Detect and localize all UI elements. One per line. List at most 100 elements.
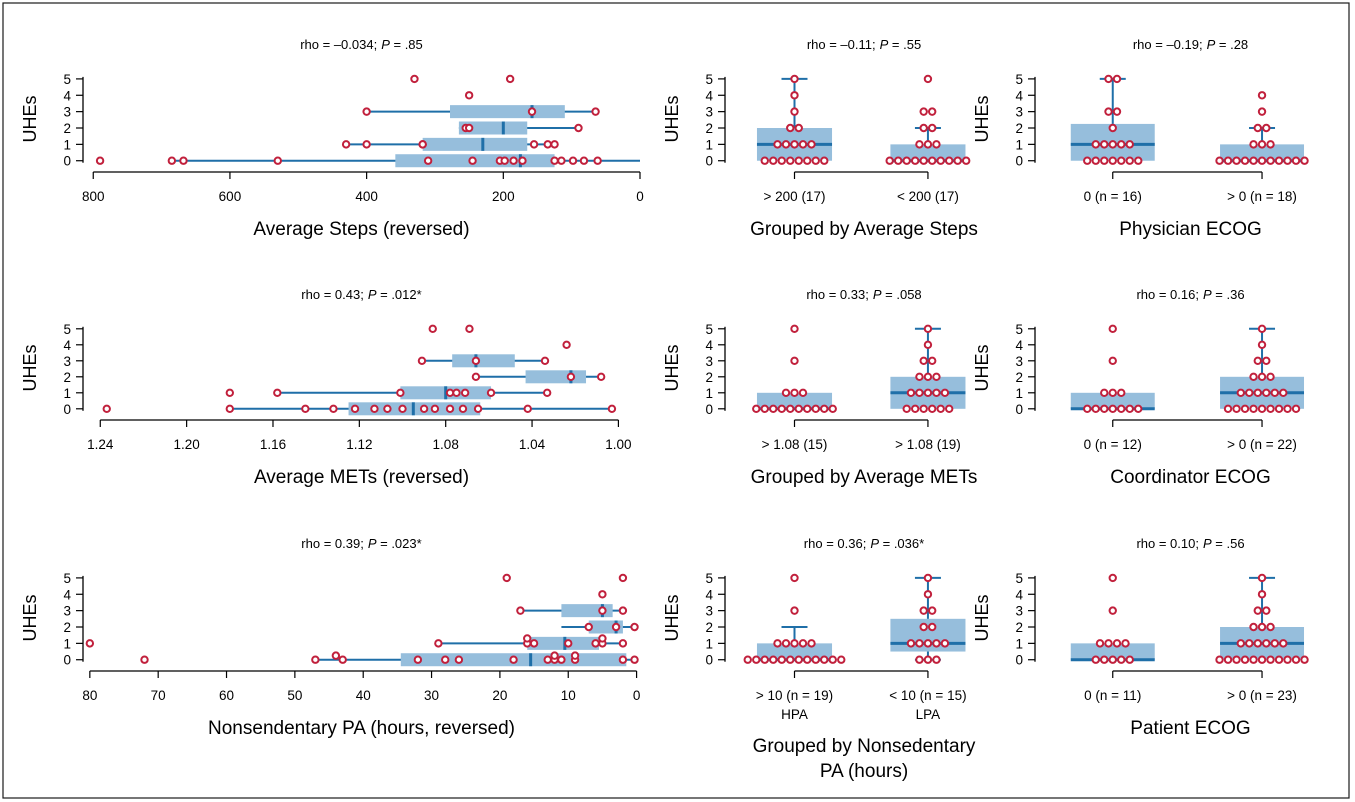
data-point [529,140,539,149]
data-point [1279,639,1288,648]
data-point [95,156,105,165]
data-point [383,404,392,413]
data-point [1240,655,1250,664]
data-point [301,404,310,413]
x-tick-label: 1.16 [260,437,286,452]
data-point [102,404,111,413]
data-point [465,324,474,333]
data-point [915,655,924,664]
data-point [786,156,795,165]
data-point [915,639,924,648]
box [525,370,587,384]
data-point [1117,388,1126,397]
data-point [1249,404,1258,413]
data-point [923,639,933,648]
y-tick-label: 5 [63,322,71,337]
data-point [1108,573,1117,583]
y-tick-label: 5 [705,322,713,337]
data-point [786,655,795,664]
x-axis-label: Coordinator ECOG [1110,467,1271,488]
data-point [752,655,761,664]
data-point [418,140,427,149]
data-point [441,655,450,664]
data-point [1262,606,1271,615]
data-point [1253,388,1262,397]
data-point [1215,156,1224,165]
data-point [1257,340,1267,349]
data-point [1266,140,1275,149]
data-point [1257,324,1267,333]
y-tick-label: 1 [705,137,713,152]
x-tick-sublabel: LPA [916,707,941,722]
data-point [550,140,559,149]
data-point [927,622,937,632]
data-point [1262,639,1271,648]
data-point [1291,404,1301,413]
data-point [790,74,799,84]
y-tick-label: 5 [705,571,713,586]
data-point [953,156,962,165]
data-point [1108,388,1117,397]
data-point [893,156,903,165]
data-point [1236,388,1245,397]
data-point [1257,655,1267,664]
x-tick-label: 1.00 [605,437,631,452]
x-axis-label: Physician ECOG [1119,219,1262,240]
y-tick-label: 0 [1015,653,1023,668]
x-tick-label: 1.08 [433,437,459,452]
x-axis-label: Average METs (reversed) [254,467,469,488]
data-point [562,340,571,349]
data-point [591,107,600,116]
data-point [790,107,799,116]
x-tick-label: > 0 (n = 18) [1227,189,1297,204]
box [527,636,599,650]
data-point [598,606,607,615]
data-point [1279,388,1288,397]
data-point [1249,372,1258,381]
x-tick-label: < 10 (n = 15) [889,688,966,703]
box [1220,144,1305,161]
data-point [811,156,820,165]
data-point [828,404,837,413]
data-point [820,404,829,413]
data-point [940,639,950,648]
data-point [1091,404,1100,413]
y-tick-label: 5 [705,72,713,87]
data-point [1100,156,1109,165]
x-tick-label: 40 [356,688,371,703]
data-point [1236,639,1245,648]
x-tick-label: 60 [219,688,234,703]
data-point [1249,655,1258,664]
data-point [1266,655,1275,664]
data-point [509,655,518,664]
data-point [1249,140,1258,149]
data-point [944,404,954,413]
y-tick-label: 2 [1015,370,1023,385]
data-point [1291,655,1301,664]
y-tick-label: 0 [63,653,71,668]
data-point [1283,404,1292,413]
y-tick-label: 1 [63,137,71,152]
data-point [790,91,799,100]
y-axis-label: UHEs [662,95,682,142]
data-point [915,140,924,149]
box [756,392,833,409]
y-tick-label: 2 [63,620,71,635]
data-point [630,655,639,664]
data-point [430,404,440,413]
data-point [1240,156,1250,165]
data-point [396,388,405,397]
data-point [434,639,443,648]
data-point [1249,622,1258,632]
data-point [906,639,916,648]
data-point [773,639,782,648]
data-point [618,655,628,664]
x-tick-sublabel: HPA [781,707,808,722]
y-tick-label: 4 [63,338,71,353]
data-point [557,655,566,664]
data-point [574,123,583,133]
y-tick-label: 4 [63,587,71,602]
data-point [1095,639,1105,648]
data-point [464,123,474,133]
